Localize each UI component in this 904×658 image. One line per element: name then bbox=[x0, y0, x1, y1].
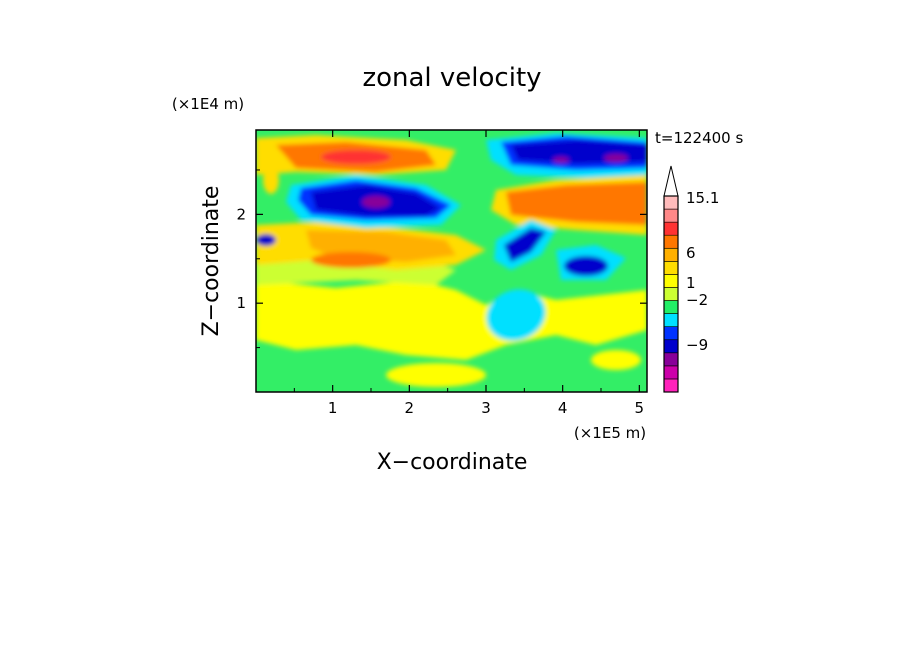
colorbar-swatch bbox=[663, 221, 679, 236]
y-scale-label: (×1E4 m) bbox=[172, 95, 244, 113]
colorbar-swatch bbox=[663, 313, 679, 327]
x-tick-label: 4 bbox=[558, 399, 568, 417]
colorbar-swatch bbox=[663, 326, 679, 341]
colorbar-swatch bbox=[663, 352, 679, 367]
field-blue-diagonal bbox=[504, 228, 546, 262]
colorbar-swatch bbox=[663, 339, 679, 354]
y-axis-title: Z−coordinate bbox=[199, 186, 224, 337]
x-tick-label: 5 bbox=[635, 399, 645, 417]
field-purple-right bbox=[604, 154, 628, 162]
colorbar-tick-label: −9 bbox=[686, 336, 708, 354]
colorbar-swatch bbox=[663, 261, 679, 275]
field-yellow-right bbox=[591, 350, 641, 370]
colorbar-extend-arrow bbox=[663, 165, 679, 197]
colorbar-frame bbox=[663, 195, 679, 393]
field-purple-core bbox=[362, 196, 390, 208]
field-gold-left-edge bbox=[263, 166, 279, 194]
velocity-field bbox=[256, 130, 647, 392]
field-yellow-bottom bbox=[386, 363, 486, 387]
chart-title: zonal velocity bbox=[362, 63, 541, 93]
colorbar-swatch bbox=[663, 365, 679, 380]
plot-frame bbox=[255, 129, 648, 393]
colorbar-swatch bbox=[663, 378, 679, 393]
x-tick-label: 1 bbox=[328, 399, 338, 417]
colorbar-swatch bbox=[663, 287, 679, 301]
field-cyan-center bbox=[486, 289, 546, 341]
colorbar-swatch bbox=[663, 195, 679, 210]
x-scale-label: (×1E5 m) bbox=[574, 424, 646, 442]
x-axis-title: X−coordinate bbox=[377, 450, 528, 475]
y-tick-label: 1 bbox=[236, 294, 246, 312]
colorbar-tick-label: 6 bbox=[686, 244, 696, 262]
colorbar-tick-label: −2 bbox=[686, 291, 708, 309]
field-blue-lower-right bbox=[564, 256, 608, 276]
y-tick-label: 2 bbox=[236, 205, 246, 223]
x-tick-label: 2 bbox=[405, 399, 415, 417]
colorbar-tick-label: 15.1 bbox=[686, 189, 719, 207]
colorbar-swatch bbox=[663, 234, 679, 249]
field-orange-right bbox=[506, 182, 647, 225]
colorbar-swatch bbox=[663, 208, 679, 223]
colorbar-swatch bbox=[663, 247, 679, 262]
colorbar-tick-label: 1 bbox=[686, 274, 696, 292]
x-tick-label: 3 bbox=[481, 399, 491, 417]
time-label: t=122400 s bbox=[655, 129, 743, 147]
field-red-core bbox=[321, 150, 391, 164]
colorbar: 15.1 6 1−2 −9 bbox=[663, 165, 719, 393]
colorbar-swatch bbox=[663, 274, 679, 288]
colorbar-swatch bbox=[663, 300, 679, 314]
field-darkblue-top-right bbox=[511, 140, 647, 164]
field-orange-core bbox=[311, 252, 391, 268]
field-purple-right-2 bbox=[553, 157, 569, 163]
y-axis: 12 bbox=[236, 169, 647, 349]
x-axis: 1 2 3 4 5 bbox=[293, 130, 645, 417]
field-contours bbox=[256, 133, 647, 387]
field-yellow-lower bbox=[256, 280, 647, 360]
field-blue-left-edge bbox=[256, 234, 276, 246]
